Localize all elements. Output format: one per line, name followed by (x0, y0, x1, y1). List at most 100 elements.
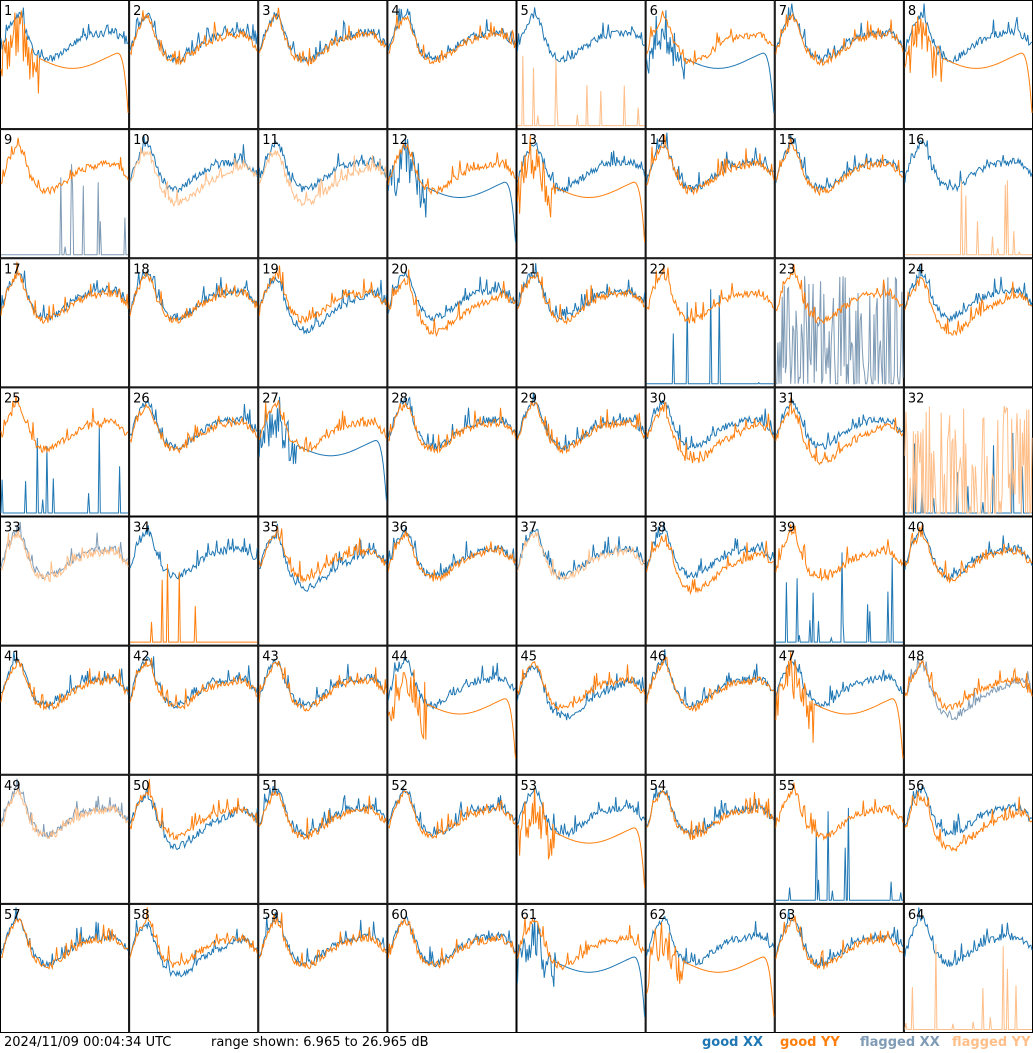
panel-54: 54 (645, 774, 775, 904)
series-yy-40 (904, 525, 1033, 585)
panel-59: 59 (258, 903, 388, 1033)
panel-frame (645, 387, 775, 517)
panel-frame (258, 387, 388, 517)
series-yy-22 (646, 265, 775, 324)
panel-frame (516, 129, 646, 259)
panel-frame (516, 774, 646, 904)
series-xx-6 (646, 10, 775, 113)
panel-label: 29 (521, 391, 538, 406)
series-yy-11 (258, 150, 387, 207)
series-xx-53 (517, 787, 646, 839)
series-yy-42 (129, 657, 258, 710)
series-yy-10 (129, 147, 258, 208)
panel-frame (645, 645, 775, 775)
panel-label: 18 (133, 262, 150, 277)
series-yy-18 (129, 271, 258, 324)
series-xx-44 (387, 656, 516, 710)
panel-1: 1 (0, 0, 130, 130)
panel-40: 40 (903, 516, 1033, 646)
series-xx-27 (258, 396, 387, 501)
series-yy-13 (517, 135, 646, 243)
panel-25: 25 (0, 387, 130, 517)
panel-frame (0, 258, 130, 388)
panel-56: 56 (903, 774, 1033, 904)
series-xx-55 (775, 807, 903, 901)
panel-label: 9 (4, 133, 12, 148)
series-yy-37 (517, 530, 646, 582)
panel-label: 45 (521, 650, 538, 665)
panel-12: 12 (387, 129, 517, 259)
panel-label: 22 (650, 262, 667, 277)
panel-label: 34 (133, 521, 150, 536)
series-xx-34 (129, 525, 258, 580)
panel-label: 62 (650, 908, 667, 923)
panel-43: 43 (258, 645, 388, 775)
panel-label: 41 (4, 650, 21, 665)
series-xx-47 (775, 659, 904, 709)
panel-34: 34 (129, 516, 259, 646)
series-xx-30 (646, 399, 775, 450)
panel-frame (645, 129, 775, 259)
panel-frame (774, 774, 904, 904)
series-xx-5 (517, 7, 645, 63)
series-xx-64 (904, 907, 1033, 968)
series-yy-34 (130, 563, 258, 643)
panel-frame (903, 258, 1033, 388)
panel-frame (387, 516, 517, 646)
panel-label: 8 (908, 4, 916, 19)
series-yy-41 (0, 659, 129, 711)
panel-39: 39 (774, 516, 904, 646)
panel-frame (387, 774, 517, 904)
panel-label: 37 (521, 521, 538, 536)
panel-frame (387, 645, 517, 775)
panel-frame (0, 129, 130, 259)
series-yy-33 (0, 530, 129, 583)
panel-label: 61 (521, 908, 538, 923)
panel-frame (387, 387, 517, 517)
panel-18: 18 (129, 258, 259, 388)
panel-frame (516, 0, 646, 130)
panel-label: 23 (779, 262, 796, 277)
range-text: range shown: 6.965 to 26.965 dB (211, 1035, 429, 1050)
panel-frame (0, 774, 130, 904)
panel-frame (903, 129, 1033, 259)
panel-label: 44 (391, 650, 408, 665)
panel-frame (774, 903, 904, 1033)
series-xx-16 (904, 140, 1033, 193)
panel-22: 22 (645, 258, 775, 388)
panel-label: 4 (391, 4, 399, 19)
panel-label: 53 (521, 779, 538, 794)
series-yy-5 (517, 55, 645, 127)
series-yy-17 (0, 261, 129, 324)
series-xx-9 (1, 164, 129, 256)
panel-26: 26 (129, 387, 259, 517)
panel-47: 47 (774, 645, 904, 775)
series-yy-49 (1, 786, 129, 840)
series-yy-47 (775, 651, 904, 759)
series-yy-15 (775, 138, 903, 197)
series-yy-55 (775, 782, 904, 841)
panel-frame (258, 0, 388, 130)
series-yy-63 (775, 915, 903, 970)
series-xx-59 (259, 912, 387, 967)
panel-frame (774, 0, 904, 130)
panel-label: 60 (391, 908, 408, 923)
series-yy-62 (646, 922, 775, 1017)
panel-42: 42 (129, 645, 259, 775)
series-yy-35 (258, 525, 387, 584)
series-xx-37 (517, 528, 645, 581)
panel-frame (903, 516, 1033, 646)
panel-23: 23 (774, 258, 904, 388)
panel-55: 55 (774, 774, 904, 904)
panel-label: 5 (521, 4, 529, 19)
series-yy-19 (258, 265, 387, 325)
panel-label: 54 (650, 779, 667, 794)
panel-2: 2 (129, 0, 259, 130)
series-yy-30 (646, 401, 775, 464)
panel-63: 63 (774, 903, 904, 1033)
panel-label: 46 (650, 650, 667, 665)
panel-frame (129, 387, 259, 517)
panel-frame (516, 903, 646, 1033)
series-yy-46 (646, 656, 775, 713)
panel-label: 1 (4, 4, 12, 19)
